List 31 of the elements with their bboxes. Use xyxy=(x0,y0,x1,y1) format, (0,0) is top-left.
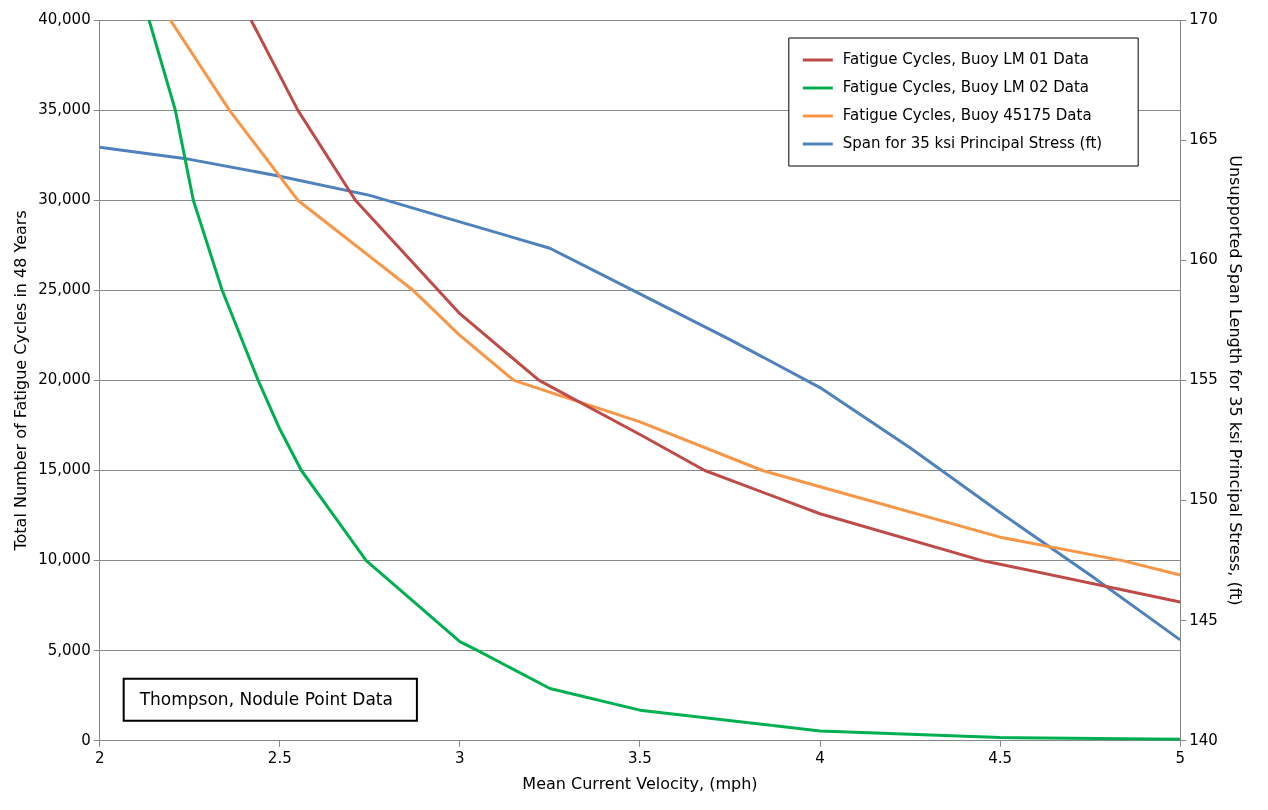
y2-tick-label: 155 xyxy=(1189,370,1218,389)
y-tick-label: 40,000 xyxy=(38,9,91,28)
y-axis-title: Total Number of Fatigue Cycles in 48 Years xyxy=(10,210,30,552)
x-tick-label: 2.5 xyxy=(267,748,292,767)
y-tick-label: 35,000 xyxy=(38,99,91,118)
y2-tick-label: 165 xyxy=(1189,130,1218,149)
y-tick-label: 10,000 xyxy=(38,550,91,569)
legend-label: Fatigue Cycles, Buoy LM 01 Data xyxy=(842,49,1090,68)
legend-label: Fatigue Cycles, Buoy LM 02 Data xyxy=(842,77,1090,96)
x-tick-label: 4.5 xyxy=(988,748,1013,767)
x-axis-title: Mean Current Velocity, (mph) xyxy=(522,773,758,793)
x-tick-label: 2 xyxy=(94,748,105,767)
y2-tick-label: 145 xyxy=(1189,610,1218,629)
y-tick-label: 25,000 xyxy=(38,280,91,299)
y-tick-label: 5,000 xyxy=(47,640,91,659)
y-tick-label: 20,000 xyxy=(38,370,91,389)
annotation: Thompson, Nodule Point Data xyxy=(138,689,393,710)
y-tick-label: 30,000 xyxy=(38,190,91,209)
y2-axis-title: Unsupported Span Length for 35 ksi Principal Stress, (ft) xyxy=(1226,155,1246,606)
y2-tick-label: 150 xyxy=(1189,490,1218,509)
y-tick-label: 0 xyxy=(81,730,91,749)
y2-tick-label: 170 xyxy=(1189,9,1218,28)
x-tick-label: 4 xyxy=(815,748,825,767)
y-tick-label: 15,000 xyxy=(38,460,91,479)
legend-label: Fatigue Cycles, Buoy 45175 Data xyxy=(842,105,1092,124)
x-tick-label: 3.5 xyxy=(628,748,652,767)
y2-tick-label: 140 xyxy=(1189,730,1218,749)
x-tick-label: 5 xyxy=(1175,748,1185,767)
x-tick-label: 3 xyxy=(455,748,465,767)
legend-label: Span for 35 ksi Principal Stress (ft) xyxy=(842,133,1103,152)
y2-tick-label: 160 xyxy=(1189,250,1218,269)
